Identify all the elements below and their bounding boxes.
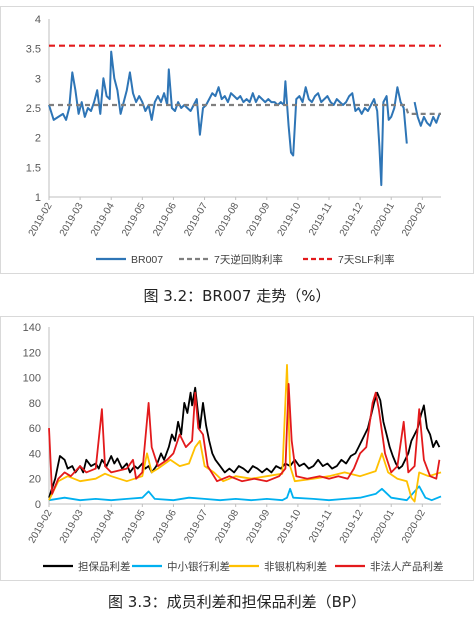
x-tick-label: 2019-11 bbox=[307, 201, 335, 238]
x-tick-label: 2020-01 bbox=[369, 201, 397, 239]
figure-caption-2: 图 3.3：成员利差和担保品利差（BP） bbox=[108, 593, 366, 611]
y-tick-label: 40 bbox=[29, 448, 41, 460]
legend-label: 7天SLF利率 bbox=[338, 253, 395, 266]
y-tick-label: 80 bbox=[29, 398, 41, 410]
series-line-3 bbox=[48, 383, 441, 495]
y-tick-label: 120 bbox=[23, 347, 41, 359]
series-line-0 bbox=[48, 386, 441, 498]
y-tick-label: 140 bbox=[23, 322, 41, 334]
y-tick-label: 4 bbox=[35, 14, 41, 26]
x-tick-label: 2019-12 bbox=[338, 201, 366, 239]
x-tick-label: 2020-02 bbox=[400, 201, 428, 239]
x-tick-label: 2019-11 bbox=[307, 508, 335, 545]
x-tick-label: 2019-12 bbox=[338, 508, 366, 546]
series-line-1 bbox=[48, 485, 442, 502]
y-tick-label: 1.5 bbox=[26, 162, 41, 174]
x-tick-label: 2019-03 bbox=[58, 508, 86, 546]
x-tick-label: 2020-02 bbox=[400, 508, 428, 546]
x-tick-label: 2020-01 bbox=[369, 508, 397, 546]
x-tick-label: 2019-09 bbox=[244, 508, 272, 546]
x-tick-label: 2019-05 bbox=[120, 201, 148, 239]
x-tick-label: 2019-08 bbox=[213, 508, 241, 546]
x-tick-label: 2019-08 bbox=[213, 201, 241, 239]
x-tick-label: 2019-07 bbox=[182, 508, 210, 546]
y-tick-label: 2.5 bbox=[26, 103, 41, 115]
y-tick-label: 1 bbox=[35, 192, 41, 204]
legend-label: 担保品利差 bbox=[78, 560, 131, 573]
x-tick-label: 2019-09 bbox=[244, 201, 272, 239]
x-tick-label: 2019-04 bbox=[89, 201, 117, 239]
x-tick-label: 2019-10 bbox=[276, 201, 304, 239]
series-line-1 bbox=[49, 103, 441, 115]
x-tick-label: 2019-03 bbox=[58, 201, 86, 239]
series-line-2 bbox=[48, 364, 442, 503]
x-tick-label: 2019-04 bbox=[89, 508, 117, 546]
x-tick-label: 2019-05 bbox=[120, 508, 148, 546]
figure-caption-1: 图 3.2：BR007 走势（%） bbox=[143, 287, 331, 305]
y-tick-label: 100 bbox=[23, 373, 41, 385]
legend-label: 非法人产品利差 bbox=[370, 560, 444, 573]
x-tick-label: 2019-07 bbox=[182, 201, 210, 239]
chart-panel-br007: 1 1.5 2 2.5 3 3.5 4 2019-02 2019-03 2019-04 2019-0… bbox=[0, 6, 474, 274]
x-tick-label: 2019-06 bbox=[151, 508, 179, 546]
y-tick-label: 3 bbox=[35, 73, 41, 85]
legend-label: 中小银行利差 bbox=[167, 560, 230, 573]
legend-label: 7天逆回购利率 bbox=[214, 253, 283, 266]
y-tick-label: 0 bbox=[35, 499, 41, 511]
series-line-0 bbox=[48, 50, 441, 187]
x-tick-label: 2019-02 bbox=[27, 508, 55, 546]
y-tick-label: 60 bbox=[29, 423, 41, 435]
y-tick-label: 20 bbox=[29, 474, 41, 486]
x-tick-label: 2019-06 bbox=[151, 201, 179, 239]
x-tick-label: 2019-10 bbox=[276, 508, 304, 546]
legend-label: BR007 bbox=[131, 254, 163, 266]
y-tick-label: 2 bbox=[35, 133, 41, 145]
x-tick-label: 2019-02 bbox=[27, 201, 55, 239]
chart-panel-spreads: 0 20 40 60 80 100 120 140 2019-02 2019-03 2019-04 2… bbox=[0, 316, 474, 581]
legend-label: 非银机构利差 bbox=[264, 560, 327, 573]
y-tick-label: 3.5 bbox=[26, 44, 41, 56]
